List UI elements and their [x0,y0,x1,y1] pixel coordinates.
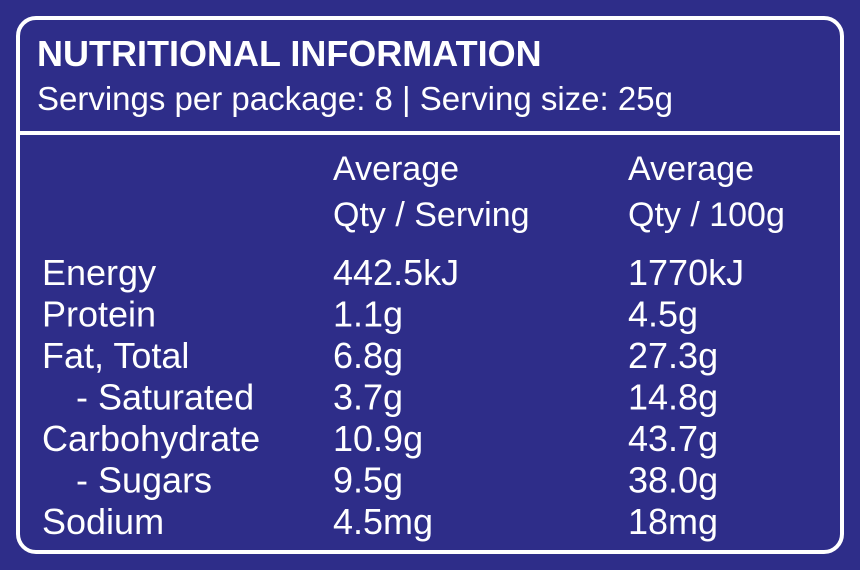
column-header: Qty / Serving [333,196,530,234]
nutrient-name: Energy [42,252,156,293]
nutrient-value: 3.7g [333,377,403,418]
nutrient-value: 1.1g [333,294,403,335]
nutrient-value: 18mg [628,501,718,542]
column-header: Average [333,150,459,188]
nutrient-value: 27.3g [628,335,718,376]
nutrient-value: 1770kJ [628,252,744,293]
nutrient-value: 43.7g [628,418,718,459]
nutrient-value: 6.8g [333,335,403,376]
nutrient-name: - Sugars [76,460,212,501]
title: NUTRITIONAL INFORMATION [37,33,542,74]
nutrient-name: Fat, Total [42,335,189,376]
nutrient-name: Carbohydrate [42,418,260,459]
panel-border [16,16,844,554]
column-header: Qty / 100g [628,196,785,234]
nutrient-value: 10.9g [333,418,423,459]
nutrient-value: 442.5kJ [333,252,459,293]
nutrient-value: 9.5g [333,460,403,501]
column-header: Average [628,150,754,188]
nutrient-name: Protein [42,294,156,335]
nutrient-value: 38.0g [628,460,718,501]
nutrient-value: 4.5g [628,294,698,335]
table: Average Qty / Serving Average Qty / 100g Ene… [42,150,785,542]
nutrient-name: Sodium [42,501,164,542]
nutrient-value: 4.5mg [333,501,433,542]
nutrient-name: - Saturated [76,377,254,418]
nutrient-value: 14.8g [628,377,718,418]
subtitle: Servings per package: 8 | Serving size: … [37,80,673,117]
